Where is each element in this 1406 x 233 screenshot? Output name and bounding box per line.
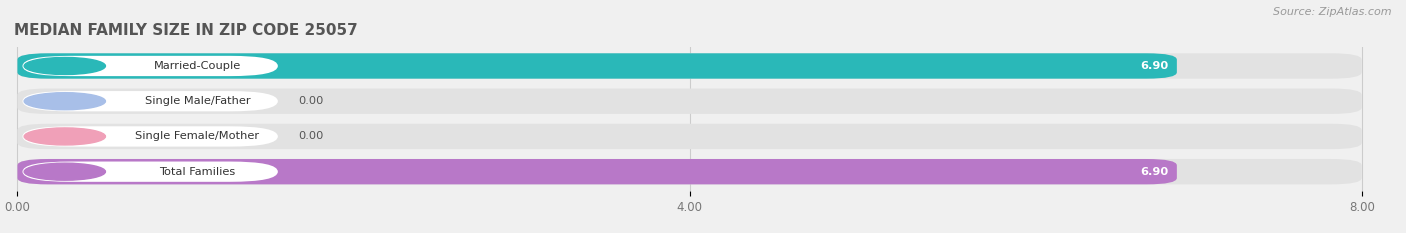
FancyBboxPatch shape	[22, 126, 278, 147]
Circle shape	[24, 58, 105, 75]
Text: Single Male/Father: Single Male/Father	[145, 96, 250, 106]
FancyBboxPatch shape	[22, 161, 278, 182]
Text: Married-Couple: Married-Couple	[153, 61, 242, 71]
FancyBboxPatch shape	[17, 159, 1177, 184]
Text: 6.90: 6.90	[1140, 61, 1168, 71]
Circle shape	[24, 93, 105, 110]
FancyBboxPatch shape	[22, 91, 278, 111]
Circle shape	[24, 163, 105, 180]
Text: 0.00: 0.00	[298, 96, 323, 106]
Text: 6.90: 6.90	[1140, 167, 1168, 177]
Text: Total Families: Total Families	[159, 167, 236, 177]
Text: Source: ZipAtlas.com: Source: ZipAtlas.com	[1274, 7, 1392, 17]
FancyBboxPatch shape	[17, 53, 1177, 79]
Text: 0.00: 0.00	[298, 131, 323, 141]
Text: MEDIAN FAMILY SIZE IN ZIP CODE 25057: MEDIAN FAMILY SIZE IN ZIP CODE 25057	[14, 24, 357, 38]
FancyBboxPatch shape	[17, 124, 1361, 149]
FancyBboxPatch shape	[17, 89, 1361, 114]
FancyBboxPatch shape	[17, 159, 1361, 184]
FancyBboxPatch shape	[22, 56, 278, 76]
FancyBboxPatch shape	[17, 53, 1361, 79]
Circle shape	[24, 128, 105, 145]
Text: Single Female/Mother: Single Female/Mother	[135, 131, 260, 141]
